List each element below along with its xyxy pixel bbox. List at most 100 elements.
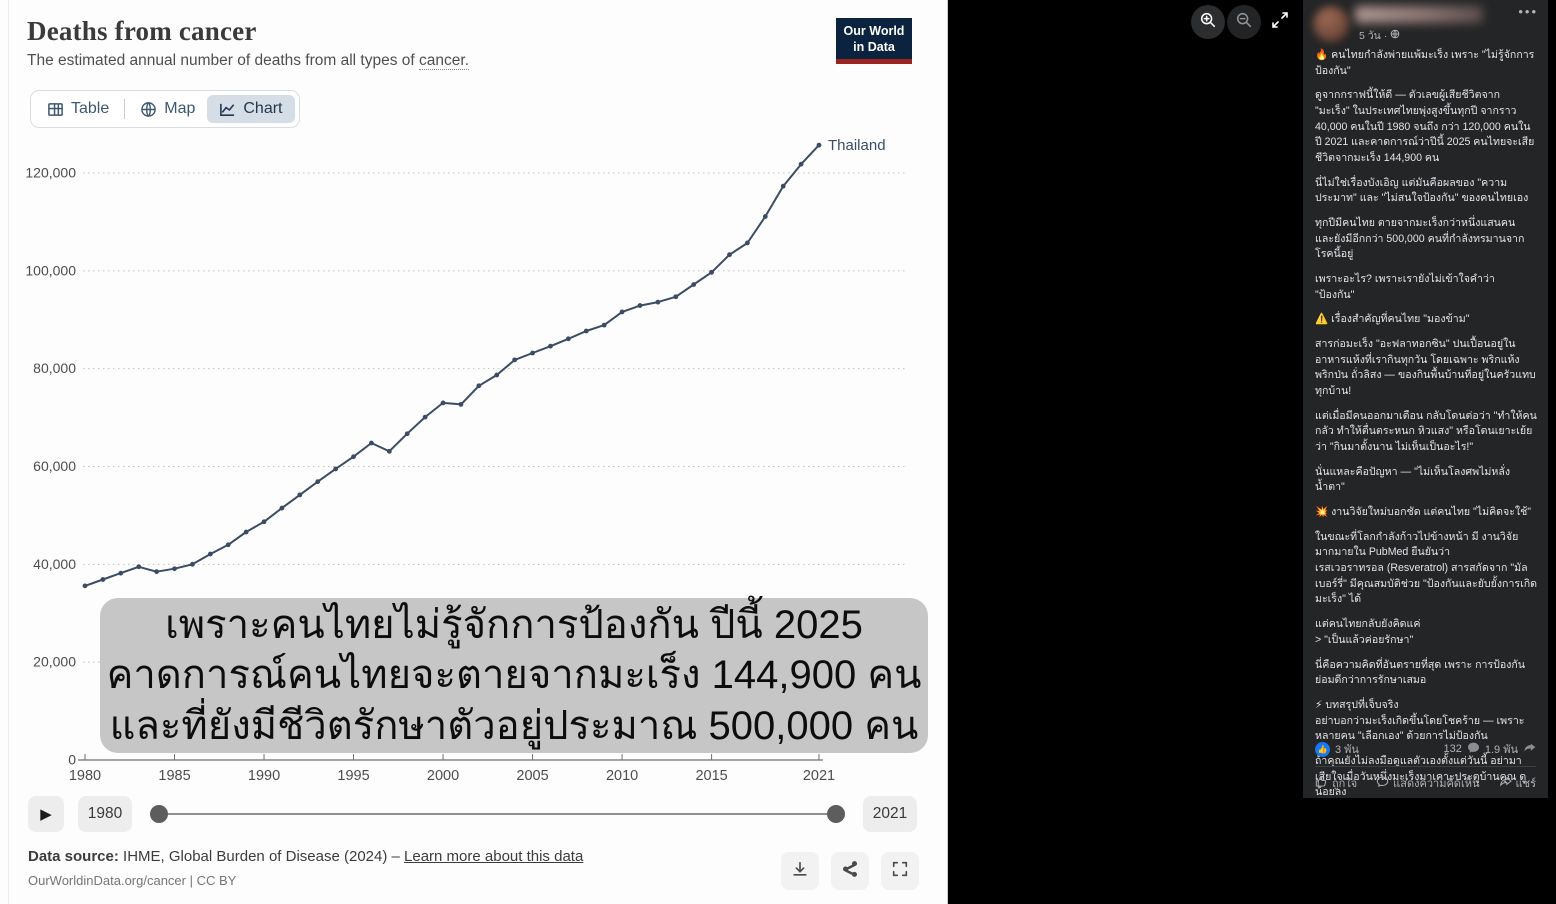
- post-meta: 5 วัน ·: [1359, 27, 1400, 44]
- timeline-end-year[interactable]: 2021: [863, 796, 917, 832]
- share-post-icon: [1499, 775, 1512, 791]
- svg-text:80,000: 80,000: [33, 360, 76, 376]
- tab-chart-label: Chart: [243, 100, 283, 117]
- download-button[interactable]: [781, 852, 819, 890]
- like-badge-icon: 👍: [1315, 741, 1330, 757]
- like-count: 3 พัน: [1335, 744, 1359, 756]
- comment-button[interactable]: แสดงความคิดเห็น: [1376, 774, 1480, 792]
- avatar[interactable]: [1313, 6, 1349, 42]
- svg-text:20,000: 20,000: [33, 654, 76, 670]
- zoom-out-button[interactable]: [1227, 5, 1261, 39]
- learn-more-link[interactable]: Learn more about this data: [404, 848, 584, 865]
- comment-button-label: แสดงความคิดเห็น: [1393, 778, 1480, 790]
- overlay-line-3: และที่ยังมีชีวิตรักษาตัวอยู่ประมาณ 500,0…: [109, 703, 919, 748]
- svg-text:2000: 2000: [427, 768, 459, 784]
- like-button-label: ถูกใจ: [1332, 778, 1358, 790]
- fullscreen-icon: [891, 860, 909, 883]
- post-action-bar: ถูกใจ แสดงความคิดเห็น แชร์: [1315, 766, 1536, 792]
- window-edge-divider: [8, 0, 9, 904]
- tab-map[interactable]: Map: [128, 95, 207, 123]
- post-paragraph: เพราะอะไร? เพราะเรายังไม่เข้าใจคำว่า "ป้…: [1315, 273, 1495, 301]
- timeline-slider-track[interactable]: [159, 813, 837, 815]
- entity-label: Thailand: [828, 137, 886, 154]
- line-chart-icon: [219, 101, 236, 118]
- svg-text:0: 0: [68, 752, 76, 768]
- cancer-definition-link[interactable]: cancer.: [419, 52, 470, 70]
- share-post-button-label: แชร์: [1515, 778, 1536, 790]
- owid-logo-line2: in Data: [853, 39, 895, 54]
- author-name-blurred[interactable]: [1355, 6, 1483, 23]
- timeline-start-year[interactable]: 1980: [78, 796, 132, 832]
- view-tabbar: Table Map Chart: [30, 90, 300, 128]
- svg-text:1995: 1995: [337, 768, 369, 784]
- svg-text:100,000: 100,000: [25, 262, 76, 278]
- post-paragraph: แต่คนไทยกลับยังคิดแค่ > "เป็นแล้วค่อยรักษ…: [1315, 618, 1421, 646]
- tab-divider: [124, 99, 126, 119]
- expand-button[interactable]: [1266, 8, 1294, 36]
- post-timestamp[interactable]: 5 วัน: [1359, 30, 1381, 42]
- comment-icon: [1376, 775, 1389, 791]
- data-source-line: Data source: IHME, Global Burden of Dise…: [28, 848, 583, 865]
- play-icon: ▶: [40, 806, 52, 823]
- tab-map-label: Map: [164, 100, 196, 117]
- engagement-row: 👍 3 พัน 132 1.9 พัน: [1315, 740, 1536, 758]
- post-paragraph: แต่เมื่อมีคนออกมาเตือน กลับโดนต่อว่า "ทำ…: [1315, 409, 1537, 454]
- timeline-handle-end[interactable]: [827, 805, 845, 823]
- post-paragraph: ในขณะที่โลกกำลังก้าวไปข้างหน้า มี งานวิจ…: [1315, 530, 1537, 606]
- comment-bubble-icon: [1467, 741, 1480, 757]
- license-line: OurWorldinData.org/cancer | CC BY: [28, 873, 237, 888]
- comment-count[interactable]: 132: [1443, 743, 1462, 755]
- thumb-up-icon: [1315, 775, 1328, 791]
- svg-text:1985: 1985: [158, 768, 190, 784]
- share-icon: [841, 860, 859, 883]
- svg-text:2005: 2005: [516, 768, 548, 784]
- svg-text:1990: 1990: [248, 768, 280, 784]
- facebook-post-panel: 5 วัน · ••• 🔥 คนไทยกำลังพ่ายแพ้มะเร็ง เพ…: [1303, 0, 1548, 798]
- line-chart-svg: 0 20,000 40,000 60,000 80,000 100,000 120,000 1…: [25, 137, 908, 784]
- comment-share-counts: 132 1.9 พัน: [1444, 740, 1536, 758]
- svg-text:1980: 1980: [69, 768, 101, 784]
- share-post-button[interactable]: แชร์: [1499, 774, 1536, 792]
- overlay-line-1: เพราะคนไทยไม่รู้จักการป้องกัน ปีนี้ 2025: [165, 602, 863, 647]
- like-button[interactable]: ถูกใจ: [1315, 774, 1357, 792]
- post-paragraph: ดูจากกราฟนี้ให้ดี — ตัวเลขผู้เสียชีวิตจา…: [1315, 89, 1535, 165]
- chart-subtitle-text: The estimated annual number of deaths fr…: [27, 52, 420, 69]
- post-paragraph: ทุกปีมีคนไทย ตายจากมะเร็งกว่าหนึ่งแสนคน …: [1315, 217, 1525, 261]
- play-button[interactable]: ▶: [28, 796, 64, 832]
- post-paragraph: 💥 งานวิจัยใหม่บอกชัด แต่คนไทย "ไม่คิดจะใ…: [1315, 506, 1532, 519]
- share-button[interactable]: [831, 852, 869, 890]
- share-arrow-icon: [1523, 741, 1536, 757]
- data-source-label: Data source:: [28, 848, 119, 865]
- expand-icon: [1270, 10, 1290, 35]
- post-paragraph: นั่นแหละคือปัญหา — "ไม่เห็นโลงศพไม่หลั่ง…: [1315, 465, 1511, 494]
- svg-text:60,000: 60,000: [33, 458, 76, 474]
- svg-text:2021: 2021: [803, 768, 835, 784]
- page-title: Deaths from cancer: [27, 16, 257, 46]
- post-body: 🔥 คนไทยกำลังพ่ายแพ้มะเร็ง เพราะ "ไม่รู้จ…: [1315, 48, 1537, 798]
- post-paragraph: นี่ไม่ใช่เรื่องบังเอิญ แต่มันคือผลของ "ค…: [1315, 176, 1529, 205]
- share-count[interactable]: 1.9 พัน: [1484, 744, 1518, 756]
- zoom-in-icon: [1199, 11, 1217, 34]
- thai-caption-overlay: เพราะคนไทยไม่รู้จักการป้องกัน ปีนี้ 2025…: [100, 598, 928, 753]
- post-paragraph: ถ้าคุณยังไม่ลงมือดูแลตัวเองตั้งแต่วันนี้…: [1315, 754, 1527, 798]
- post-more-button[interactable]: •••: [1518, 4, 1538, 19]
- zoom-out-icon: [1235, 11, 1253, 34]
- svg-text:40,000: 40,000: [33, 556, 76, 572]
- zoom-in-button[interactable]: [1191, 5, 1225, 39]
- owid-logo: Our World in Data: [836, 18, 912, 64]
- download-icon: [791, 860, 809, 883]
- post-paragraph: นี่คือความคิดที่อันตรายที่สุด เพราะ การป…: [1315, 658, 1526, 687]
- tab-table[interactable]: Table: [35, 95, 121, 123]
- public-globe-icon: [1390, 29, 1400, 42]
- post-paragraph: ⚠️ เรื่องสำคัญที่คนไทย "มองข้าม": [1315, 313, 1470, 326]
- like-count-group[interactable]: 👍 3 พัน: [1315, 740, 1359, 758]
- fullscreen-button[interactable]: [881, 852, 919, 890]
- post-paragraph: สารก่อมะเร็ง "อะฟลาทอกซิน" ปนเปื้อนอยู่ใ…: [1315, 338, 1536, 398]
- globe-icon: [140, 101, 157, 118]
- svg-text:2015: 2015: [695, 768, 727, 784]
- owid-logo-line1: Our World: [843, 24, 905, 38]
- timeline-handle-start[interactable]: [150, 805, 168, 823]
- tab-chart[interactable]: Chart: [207, 95, 295, 123]
- table-icon: [47, 101, 64, 118]
